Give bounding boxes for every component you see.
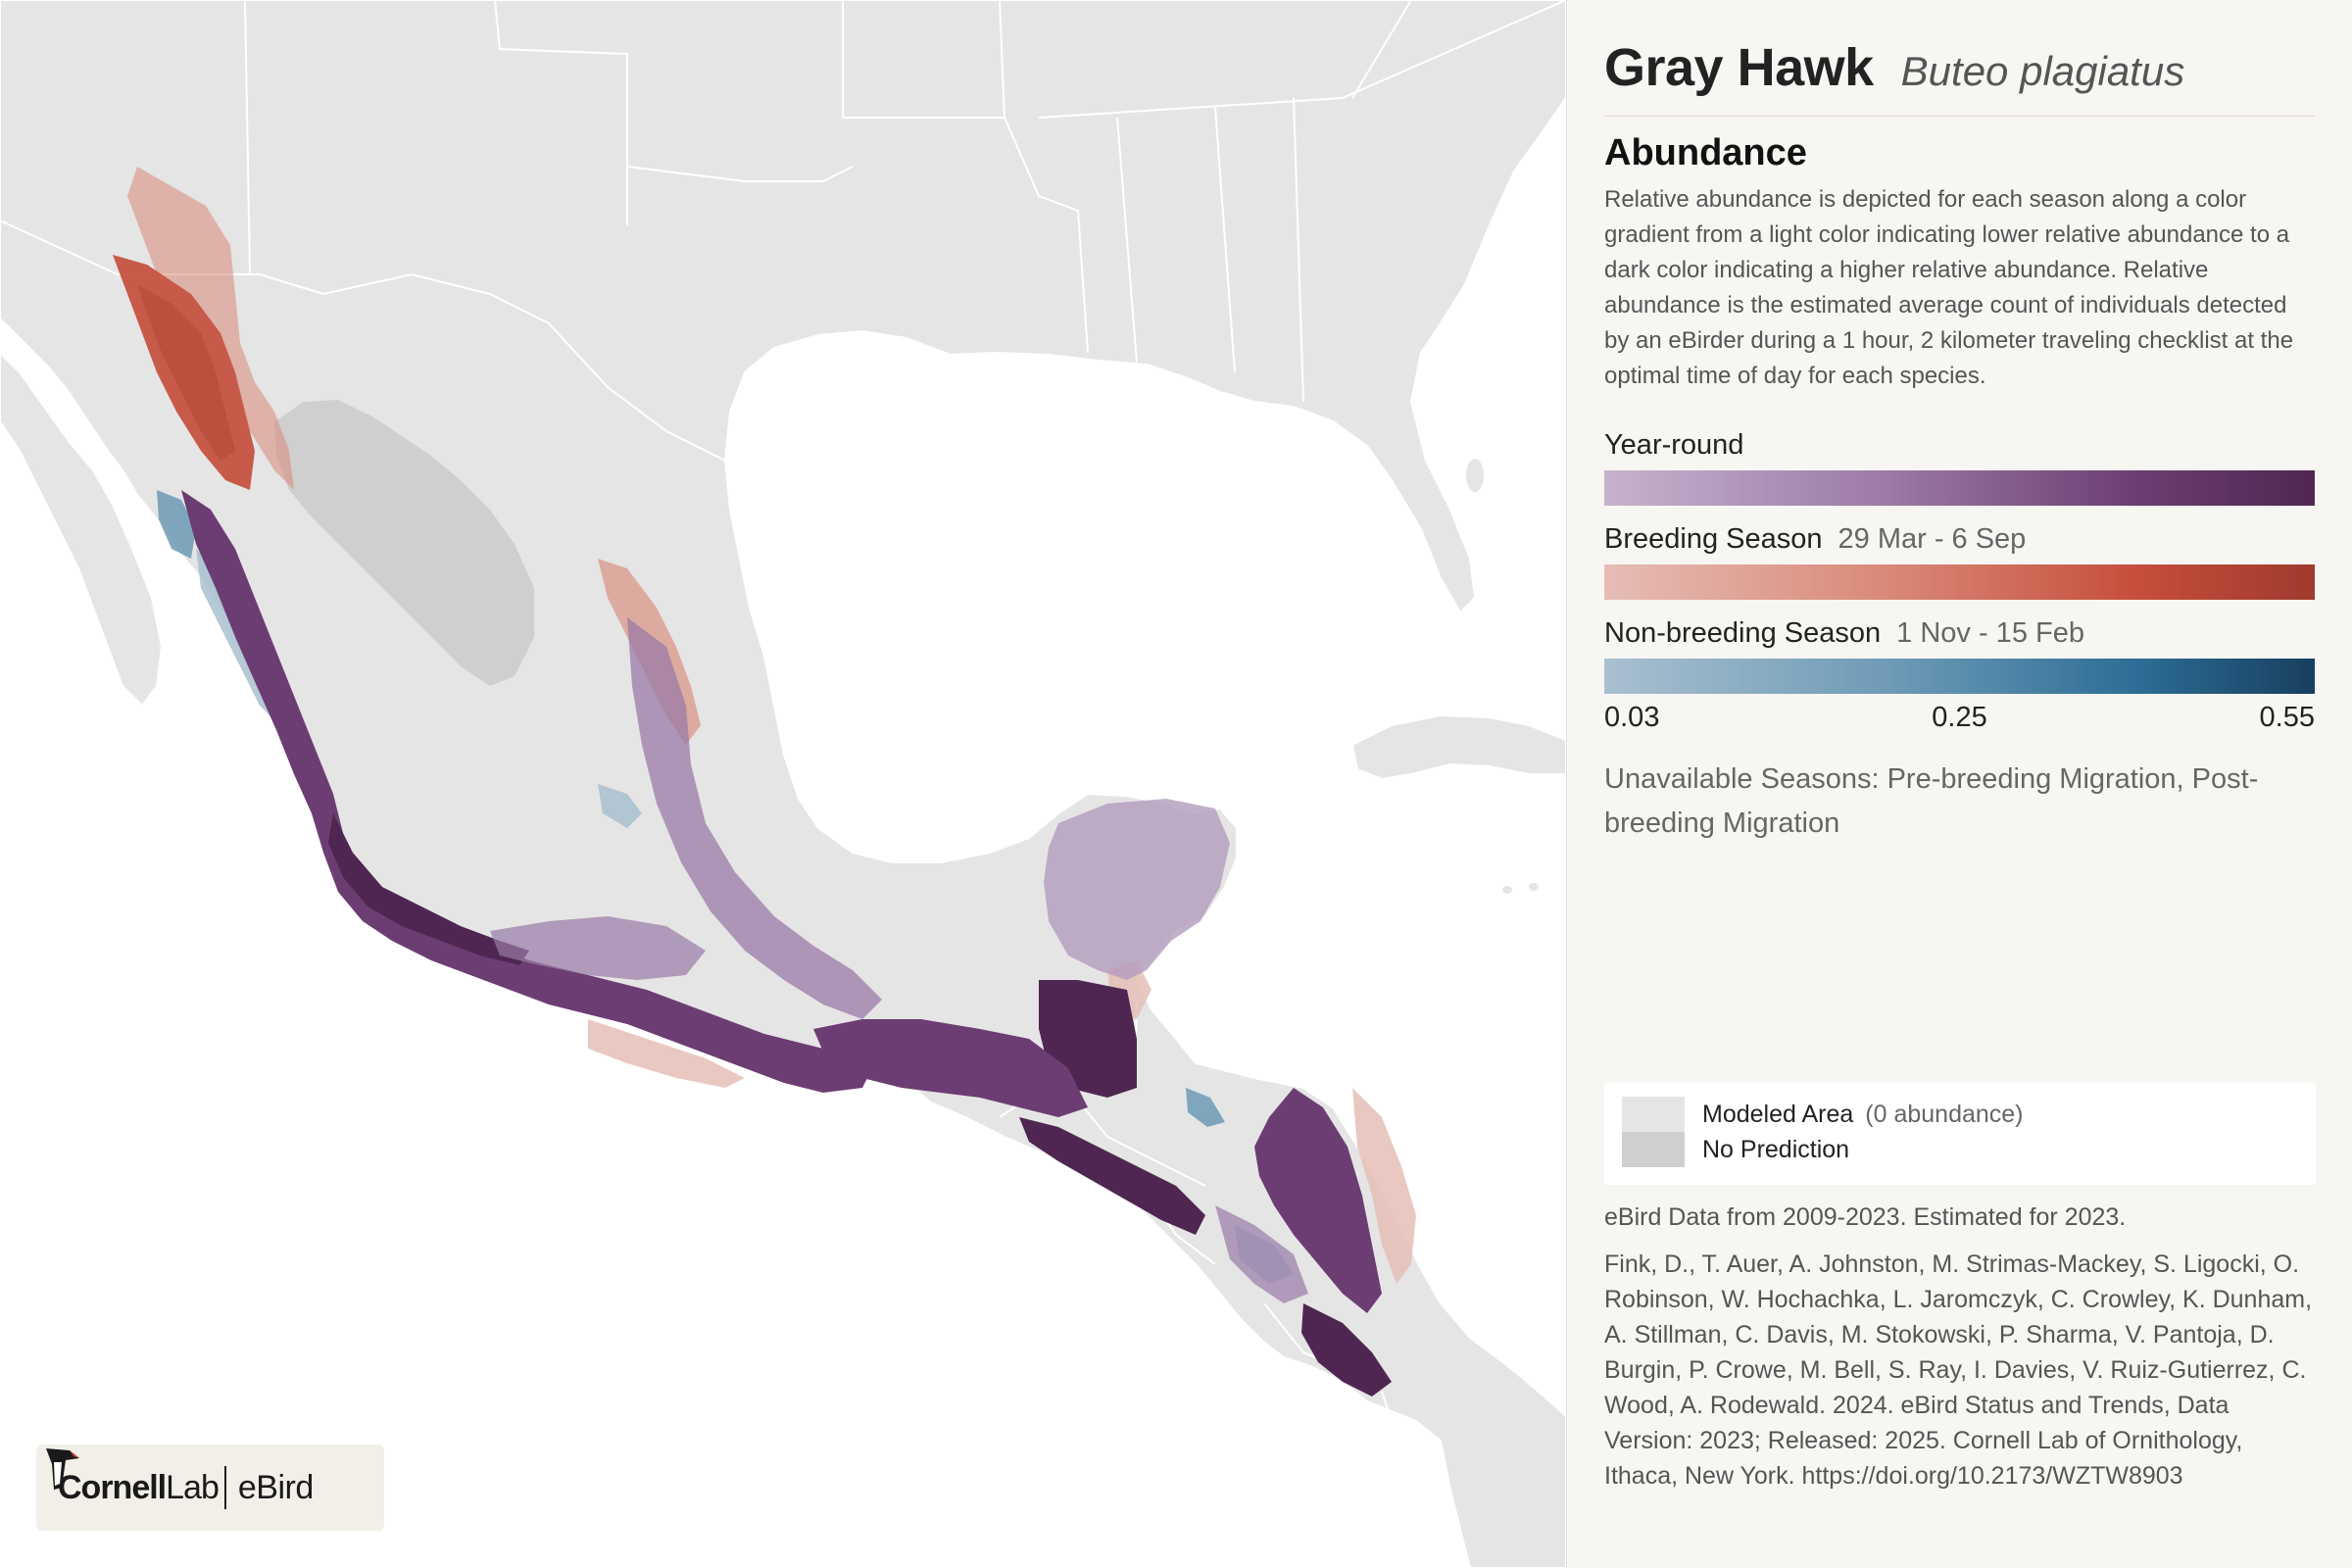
modeled-area-swatch <box>1622 1097 1685 1132</box>
year-round-label: Year-round <box>1604 429 1744 461</box>
scale-ticks: 0.03 0.25 0.55 <box>1604 702 2315 734</box>
legend-modeled-area: Modeled Area (0 abundance) <box>1622 1097 2298 1132</box>
logo-cornell-text: CornellLab <box>58 1468 220 1506</box>
land-cuba <box>1350 713 1566 781</box>
abundance-description: Relative abundance is depicted for each … <box>1604 186 2294 389</box>
logo-separator <box>223 1466 226 1509</box>
data-years: eBird Data from 2009-2023. Estimated for… <box>1604 1203 2127 1231</box>
woodpecker-icon <box>46 1448 79 1490</box>
abundance-title: Abundance <box>1604 132 1807 173</box>
breeding-color-ramp <box>1604 564 2315 600</box>
year-round-color-ramp <box>1604 470 2315 506</box>
cornell-ebird-logo[interactable]: CornellLab eBird <box>36 1445 384 1531</box>
species-common-name: Gray Hawk <box>1604 38 1874 97</box>
nonbreeding-season-dates: 1 Nov - 15 Feb <box>1896 617 2084 649</box>
legend-no-prediction: No Prediction <box>1622 1132 2298 1167</box>
breeding-season-dates: 29 Mar - 6 Sep <box>1838 523 2027 555</box>
no-prediction-swatch <box>1622 1132 1685 1167</box>
no-prediction-area <box>274 400 534 686</box>
unavailable-seasons: Unavailable Seasons: Pre-breeding Migrat… <box>1604 763 2259 839</box>
info-panel: Gray Hawk Buteo plagiatus Abundance Rela… <box>1566 0 2352 1568</box>
logo-ebird-text: eBird <box>237 1468 314 1506</box>
species-header: Gray Hawk Buteo plagiatus <box>1604 37 2315 117</box>
citation: Fink, D., T. Auer, A. Johnston, M. Strim… <box>1604 1250 2313 1490</box>
scale-mid: 0.25 <box>1932 702 1987 733</box>
scale-max: 0.55 <box>2259 702 2315 733</box>
nonbreeding-season-label: Non-breeding Season 1 Nov - 15 Feb <box>1604 617 2084 649</box>
map-canvas <box>0 0 1566 1568</box>
scale-min: 0.03 <box>1604 702 1660 733</box>
map-legend: Modeled Area (0 abundance) No Prediction <box>1604 1083 2316 1185</box>
abundance-yearround <box>181 490 1392 1396</box>
land-baja <box>0 351 164 708</box>
range-map[interactable]: CornellLab eBird <box>0 0 1566 1568</box>
species-scientific-name: Buteo plagiatus <box>1900 48 2185 94</box>
breeding-season-label: Breeding Season 29 Mar - 6 Sep <box>1604 523 2027 555</box>
abundance-breeding <box>113 167 1416 1284</box>
nonbreeding-color-ramp <box>1604 659 2315 694</box>
